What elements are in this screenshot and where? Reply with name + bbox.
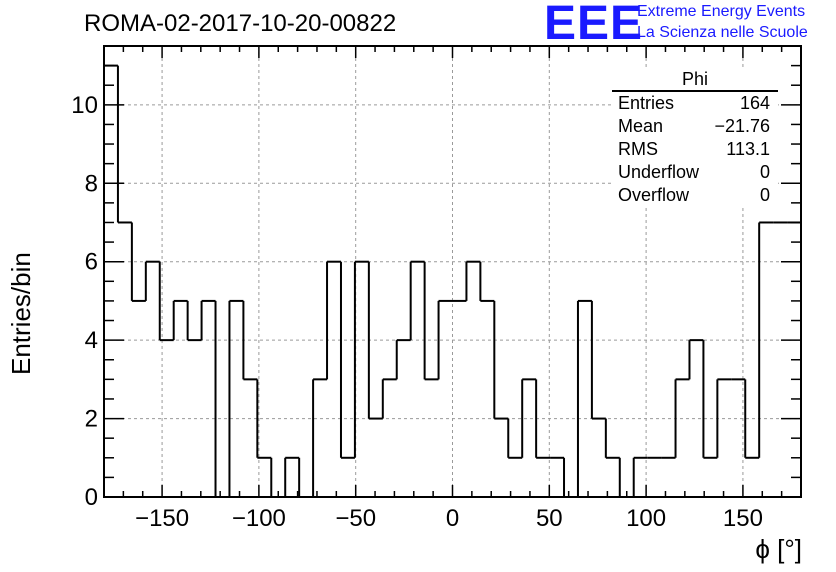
stats-value: 0 <box>759 185 770 205</box>
y-axis-label: Entries/bin <box>6 252 36 375</box>
stats-box-name: Phi <box>612 68 778 92</box>
eee-logo: EEE <box>544 0 644 50</box>
stats-label: Overflow <box>618 185 690 205</box>
stats-row-entries: Entries 164 <box>612 92 778 115</box>
logo-tagline-2: La Scienza nelle Scuole <box>637 24 808 41</box>
chart-title: ROMA-02-2017-10-20-00822 <box>84 10 397 37</box>
stats-value: 0 <box>759 162 770 182</box>
stats-label: Entries <box>618 93 675 113</box>
stats-label: RMS <box>618 139 658 159</box>
x-tick-label: 100 <box>626 505 666 532</box>
tick-labels: −150 −100 −50 0 50 100 150 0 2 4 6 8 10 <box>71 92 763 532</box>
logo-tagline-1: Extreme Energy Events <box>637 3 806 20</box>
y-tick-label: 6 <box>85 249 98 276</box>
y-tick-label: 4 <box>85 327 98 354</box>
histogram-bars <box>104 64 801 498</box>
x-axis-label: ϕ [°] <box>755 534 802 564</box>
stats-row-overflow: Overflow 0 <box>612 184 778 207</box>
x-tick-label: 0 <box>446 505 459 532</box>
stats-row-underflow: Underflow 0 <box>612 161 778 184</box>
y-tick-label: 2 <box>85 406 98 433</box>
x-tick-label: −100 <box>232 505 286 532</box>
stats-value: 164 <box>739 93 770 113</box>
x-tick-label: −150 <box>135 505 189 532</box>
y-tick-label: 8 <box>85 170 98 197</box>
stats-label: Mean <box>618 116 664 136</box>
stats-row-rms: RMS 113.1 <box>612 138 778 161</box>
y-tick-label: 0 <box>85 484 98 511</box>
stats-value: −21.76 <box>714 116 770 136</box>
x-tick-label: −50 <box>335 505 376 532</box>
stats-value: 113.1 <box>726 139 770 159</box>
stats-box: Phi Entries 164 Mean −21.76 RMS 113.1 Un… <box>612 68 778 207</box>
x-tick-label: 50 <box>536 505 563 532</box>
grid-lines <box>104 46 801 497</box>
stats-row-mean: Mean −21.76 <box>612 115 778 138</box>
stats-label: Underflow <box>618 162 700 182</box>
y-tick-label: 10 <box>71 92 98 119</box>
x-tick-label: 150 <box>723 505 763 532</box>
axes <box>103 45 802 498</box>
